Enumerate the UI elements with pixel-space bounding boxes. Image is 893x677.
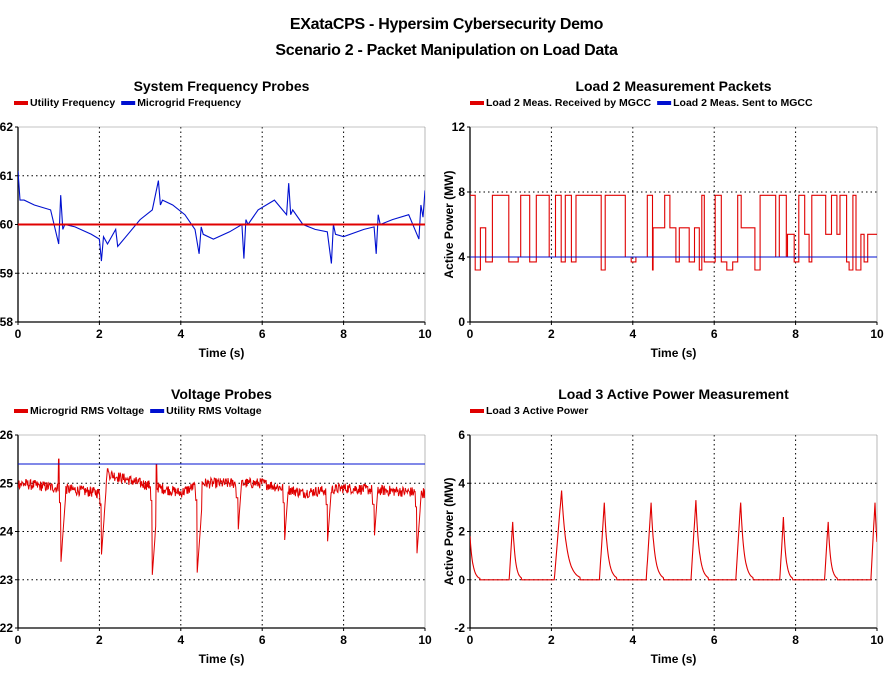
y-tick-label: 0 <box>458 573 465 587</box>
y-axis-label: Active Power (MW) <box>442 170 456 278</box>
y-tick-label: 12 <box>452 120 466 134</box>
y-tick-label: 58 <box>0 315 13 329</box>
y-tick-label: 2 <box>458 525 465 539</box>
x-tick-label: 4 <box>629 327 636 341</box>
plot-area <box>470 194 877 271</box>
series-line <box>18 458 425 575</box>
x-tick-label: 2 <box>96 327 103 341</box>
chart-title: Voltage Probes <box>171 386 272 402</box>
chart-title: System Frequency Probes <box>134 78 310 94</box>
x-tick-label: 0 <box>467 327 474 341</box>
y-tick-label: 0 <box>458 315 465 329</box>
y-tick-label: 22 <box>0 621 13 635</box>
legend-swatch <box>150 409 165 413</box>
x-tick-label: 4 <box>629 633 636 647</box>
x-tick-label: 4 <box>177 327 184 341</box>
legend-swatch <box>470 409 484 413</box>
chart-load3: Load 3 Active Power Measurement Load 3 Ac… <box>442 386 884 666</box>
legend-label: Microgrid Frequency <box>137 97 241 109</box>
x-tick-label: 4 <box>177 633 184 647</box>
plot-area <box>18 170 425 264</box>
chart-title: Load 3 Active Power Measurement <box>558 386 789 402</box>
legend-swatch <box>14 101 28 105</box>
x-tick-label: 6 <box>259 327 266 341</box>
x-tick-label: 6 <box>259 633 266 647</box>
y-tick-label: 8 <box>458 185 465 199</box>
y-tick-label: 60 <box>0 218 13 232</box>
x-tick-label: 6 <box>711 633 718 647</box>
x-axis-label: Time (s) <box>651 652 697 666</box>
grid <box>470 127 877 322</box>
x-tick-label: 2 <box>96 633 103 647</box>
legend-label: Load 2 Meas. Received by MGCC <box>486 97 652 109</box>
y-tick-label: 25 <box>0 476 13 490</box>
legend: Utility Frequency Microgrid Frequency <box>14 97 241 109</box>
x-tick-label: 0 <box>467 633 474 647</box>
x-axis-label: Time (s) <box>199 652 245 666</box>
y-tick-label: 26 <box>0 428 13 442</box>
y-tick-label: 24 <box>0 525 13 539</box>
chart-freq: System Frequency Probes Utility Frequency… <box>0 78 432 360</box>
legend-swatch <box>121 101 136 105</box>
y-tick-label: 4 <box>458 250 465 264</box>
legend-swatch <box>14 409 28 413</box>
page-title: EXataCPS - Hypersim Cybersecurity Demo <box>289 16 604 33</box>
y-tick-label: 6 <box>458 428 465 442</box>
legend: Load 2 Meas. Received by MGCC Load 2 Meas… <box>470 97 813 109</box>
y-tick-label: -2 <box>454 621 465 635</box>
x-axis-label: Time (s) <box>199 346 245 360</box>
legend: Load 3 Active Power <box>470 405 588 417</box>
series-line <box>470 490 877 581</box>
legend-swatch <box>470 101 484 105</box>
legend-label: Utility Frequency <box>30 97 115 109</box>
page-subtitle: Scenario 2 - Packet Manipulation on Load… <box>275 42 618 59</box>
legend-label: Microgrid RMS Voltage <box>30 405 144 417</box>
chart-load2: Load 2 Measurement Packets Load 2 Meas. R… <box>442 78 884 360</box>
x-tick-label: 8 <box>340 327 347 341</box>
y-tick-label: 23 <box>0 573 13 587</box>
x-tick-label: 2 <box>548 633 555 647</box>
x-tick-label: 10 <box>870 633 884 647</box>
x-axis-label: Time (s) <box>651 346 697 360</box>
legend-label: Load 2 Meas. Sent to MGCC <box>673 97 813 109</box>
legend-label: Utility RMS Voltage <box>166 405 262 417</box>
chart-volt: Voltage Probes Microgrid RMS Voltage Utili… <box>0 386 432 666</box>
x-tick-label: 2 <box>548 327 555 341</box>
y-tick-label: 62 <box>0 120 13 134</box>
series-line <box>470 194 877 271</box>
legend-swatch <box>657 101 672 105</box>
legend-label: Load 3 Active Power <box>486 405 588 417</box>
y-tick-label: 4 <box>458 476 465 490</box>
x-tick-label: 8 <box>340 633 347 647</box>
y-axis-label: Active Power (MW) <box>442 477 456 585</box>
x-tick-label: 6 <box>711 327 718 341</box>
legend: Microgrid RMS Voltage Utility RMS Voltage <box>14 405 262 417</box>
x-tick-label: 10 <box>418 633 432 647</box>
y-tick-label: 59 <box>0 266 13 280</box>
y-tick-label: 61 <box>0 169 13 183</box>
x-tick-label: 0 <box>15 327 22 341</box>
series-line <box>18 170 425 264</box>
grid <box>470 435 877 628</box>
x-tick-label: 10 <box>870 327 884 341</box>
plot-area <box>18 458 425 575</box>
plot-area <box>470 490 877 581</box>
x-tick-label: 0 <box>15 633 22 647</box>
x-tick-label: 8 <box>792 633 799 647</box>
x-tick-label: 10 <box>418 327 432 341</box>
chart-title: Load 2 Measurement Packets <box>575 78 771 94</box>
x-tick-label: 8 <box>792 327 799 341</box>
